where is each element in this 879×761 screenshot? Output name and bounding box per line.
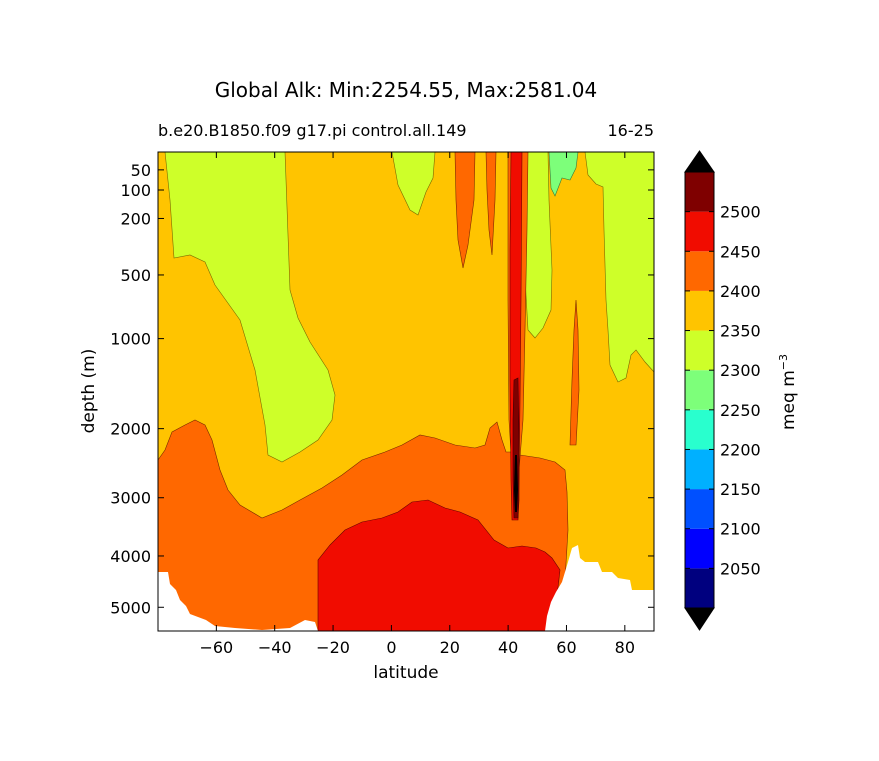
plot-frame [157, 151, 655, 632]
colorbar-tick-label: 2500 [720, 203, 761, 222]
y-tick-label: 4000 [110, 547, 151, 566]
contour-region-orange-north [569, 299, 580, 446]
region-land-south [158, 572, 318, 631]
colorbar-extend-min [684, 607, 715, 631]
colorbar-tick-label: 2400 [720, 282, 761, 301]
x-axis: −60 −40 −20 0 20 40 60 80 [199, 152, 635, 657]
colorbar-label-text: meq m [779, 370, 799, 430]
contour-region-green-north [520, 152, 654, 383]
colorbar-tick-label: 2150 [720, 480, 761, 499]
y-tick-label: 3000 [110, 489, 151, 508]
colorbar-swatch [685, 211, 714, 252]
colorbar-label-exponent: −3 [777, 354, 790, 370]
colorbar-tick-label: 2300 [720, 361, 761, 380]
y-tick-label: 2000 [110, 420, 151, 439]
colorbar-swatch [685, 568, 714, 608]
x-tick-label: 40 [498, 638, 518, 657]
x-tick-label: −60 [199, 638, 233, 657]
colorbar-swatch [685, 409, 714, 450]
x-tick-label: 60 [556, 638, 576, 657]
region-land-north [545, 545, 654, 631]
colorbar-tick-label: 2200 [720, 440, 761, 459]
colorbar-extend-max [684, 150, 715, 173]
y-tick-label: 200 [120, 209, 151, 228]
y-tick-label: 500 [120, 266, 151, 285]
colorbar-swatch [685, 528, 714, 569]
colorbar-swatch [685, 251, 714, 291]
colorbar-swatch [685, 449, 714, 490]
colorbar-tick-label: 2050 [720, 559, 761, 578]
colorbar-tick-label: 2450 [720, 242, 761, 261]
colorbar-swatch [685, 172, 714, 212]
chart-subtitle-right: 16-25 [608, 121, 655, 140]
contour-region-green-patch [391, 152, 436, 216]
plot-area [158, 152, 654, 631]
colorbar-tick-label: 2250 [720, 401, 761, 420]
x-tick-label: −20 [316, 638, 350, 657]
colorbar: 2050 2100 2150 2200 2250 2300 2350 2400 2450 2500 [684, 150, 761, 631]
x-tick-label: 0 [386, 638, 396, 657]
contour-region-orange-shelf-2 [485, 152, 497, 256]
colorbar-swatch [685, 489, 714, 529]
contour-region-2250-2300 [548, 152, 579, 197]
colorbar-swatch [685, 330, 714, 371]
contour-region-black-core [514, 455, 518, 512]
x-axis-label: latitude [373, 663, 438, 683]
y-axis-label: depth (m) [79, 349, 99, 434]
y-tick-label: 100 [120, 181, 151, 200]
x-tick-label: −40 [258, 638, 292, 657]
chart-title: Global Alk: Min:2254.55, Max:2581.04 [215, 78, 598, 102]
contour-region-orange-shelf-1 [454, 152, 476, 269]
y-tick-label: 1000 [110, 330, 151, 349]
colorbar-tick-label: 2350 [720, 322, 761, 341]
colorbar-swatch [685, 290, 714, 331]
colorbar-swatch [685, 370, 714, 410]
colorbar-frame [684, 171, 715, 609]
y-tick-label: 5000 [110, 598, 151, 617]
y-tick-label: 50 [131, 161, 151, 180]
chart-subtitle-left: b.e20.B1850.f09 g17.pi control.all.149 [158, 121, 467, 140]
contour-region-red-main [317, 499, 561, 631]
x-tick-label: 20 [440, 638, 460, 657]
contour-region-green-south [158, 152, 336, 463]
colorbar-tick-label: 2100 [720, 520, 761, 539]
x-tick-label: 80 [615, 638, 635, 657]
colorbar-label: meq m−3 [777, 354, 799, 430]
